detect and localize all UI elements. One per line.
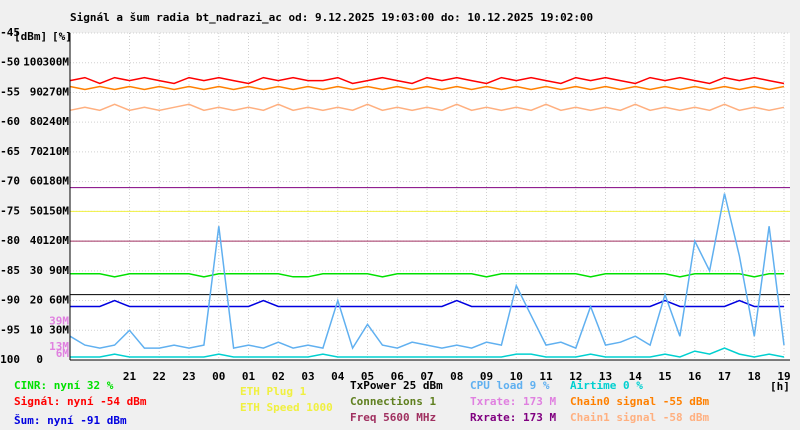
chart-title: Signál a šum radia bt_nadrazi_ac od: 9.1…: [70, 11, 593, 24]
rate-annotation: 13M: [49, 340, 69, 353]
y2-tick-label: 90: [30, 85, 43, 98]
rate-annotation: 6M: [56, 347, 70, 360]
x-tick-label: 09: [480, 370, 493, 383]
y-tick-label: -65: [0, 145, 20, 158]
x-axis-label: [h]: [770, 380, 790, 393]
x-tick-label: 21: [123, 370, 137, 383]
x-tick-label: 02: [272, 370, 285, 383]
x-tick-label: 04: [331, 370, 345, 383]
x-tick-label: 18: [748, 370, 761, 383]
y2-tick-label: 70: [30, 145, 43, 158]
x-tick-label: 13: [599, 370, 612, 383]
y-tick-label: -90: [0, 294, 20, 307]
legend-entry: Airtime 0 %: [570, 379, 643, 392]
x-tick-label: 08: [450, 370, 463, 383]
y2-tick-label: 30: [30, 264, 43, 277]
y-tick-label: -50: [0, 56, 20, 69]
x-tick-label: 11: [539, 370, 553, 383]
series-line: [69, 76, 785, 85]
legend-entry: ETH Speed 1000: [240, 401, 333, 414]
y3-tick-label: 300M: [43, 56, 70, 69]
series-line: [70, 347, 785, 358]
series-line: [69, 193, 785, 350]
series-line: [70, 299, 784, 308]
legend-entry: Connections 1: [350, 395, 436, 408]
y2-tick-label: 100: [23, 56, 43, 69]
y2-tick-label: 80: [30, 115, 43, 128]
x-tick-label: 05: [361, 370, 374, 383]
x-tick-label: 06: [391, 370, 405, 383]
y2-tick-label: 40: [30, 234, 43, 247]
series-line: [69, 85, 785, 91]
x-tick-label: 17: [718, 370, 731, 383]
y3-tick-label: 120M: [43, 234, 70, 247]
legend-entry: Signál: nyní -54 dBm: [14, 395, 147, 408]
y2-tick-label: 50: [30, 204, 43, 217]
legend-entry: Txrate: 173 M: [470, 395, 556, 408]
x-tick-label: 23: [182, 370, 195, 383]
legend-entry: Chain0 signal -55 dBm: [570, 395, 709, 408]
x-tick-label: 01: [242, 370, 256, 383]
legend-entry: CINR: nyní 32 %: [14, 379, 114, 392]
y-tick-label: -85: [0, 264, 20, 277]
x-tick-label: 19: [777, 370, 790, 383]
x-tick-label: 10: [510, 370, 523, 383]
legend-entry: TxPower 25 dBm: [350, 379, 443, 392]
x-tick-label: 14: [629, 370, 643, 383]
y3-tick-label: 30M: [49, 323, 69, 336]
series-line: [70, 273, 784, 278]
y3-tick-label: 150M: [43, 204, 70, 217]
y-tick-label: -75: [0, 204, 20, 217]
y3-tick-label: 90M: [49, 264, 69, 277]
y3-tick-label: 60M: [49, 294, 69, 307]
y3-tick-label: 210M: [43, 145, 70, 158]
x-tick-label: 12: [569, 370, 582, 383]
x-tick-label: 16: [688, 370, 702, 383]
y3-tick-label: 240M: [43, 115, 70, 128]
y-tick-label: -70: [0, 175, 20, 188]
y-tick-label: -80: [0, 234, 20, 247]
y-tick-label: -60: [0, 115, 20, 128]
y3-tick-label: 180M: [43, 175, 70, 188]
x-tick-label: 07: [420, 370, 433, 383]
legend-entry: Rxrate: 173 M: [470, 411, 556, 424]
legend-entry: Šum: nyní -91 dBm: [14, 414, 127, 427]
y-tick-label: -45: [0, 26, 20, 39]
y-tick-label: -95: [0, 323, 20, 336]
axis-unit: [%]: [52, 30, 72, 43]
x-tick-label: 03: [301, 370, 314, 383]
legend-entry: ETH Plug 1: [240, 385, 307, 398]
legend-entry: CPU load 9 %: [470, 379, 550, 392]
series-line: [69, 103, 785, 112]
legend-entry: Chain1 signal -58 dBm: [570, 411, 709, 424]
y3-tick-label: 270M: [43, 85, 70, 98]
y2-tick-label: 0: [36, 353, 43, 366]
y-tick-label: -55: [0, 85, 20, 98]
legend-entry: Freq 5600 MHz: [350, 411, 436, 424]
y-tick-label: -100: [0, 353, 20, 366]
rate-annotation: 39M: [49, 314, 69, 327]
x-tick-label: 22: [153, 370, 166, 383]
x-tick-label: 15: [658, 370, 671, 383]
axis-unit: [dBm]: [14, 30, 47, 43]
y2-tick-label: 20: [30, 294, 43, 307]
y2-tick-label: 10: [30, 323, 43, 336]
y2-tick-label: 60: [30, 175, 43, 188]
x-tick-label: 00: [212, 370, 225, 383]
